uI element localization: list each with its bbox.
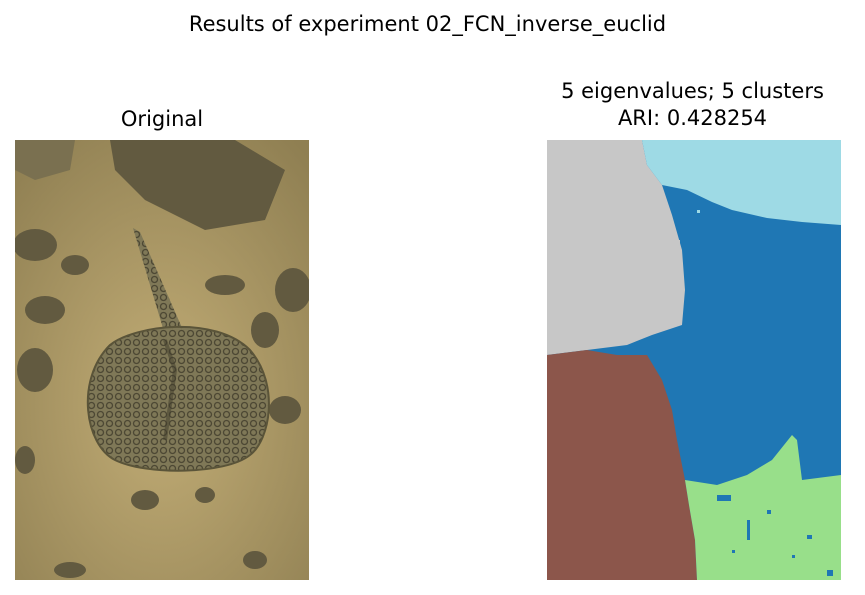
segmentation-panel-title: 5 eigenvalues; 5 clusters ARI: 0.428254 bbox=[520, 78, 865, 132]
cluster-brown-region bbox=[547, 350, 697, 580]
stingray-body bbox=[86, 325, 270, 472]
cluster-green-region bbox=[685, 435, 841, 580]
stingray-tail bbox=[133, 228, 183, 335]
rocks bbox=[15, 140, 309, 578]
original-image bbox=[15, 140, 309, 580]
segmentation-title-line2: ARI: 0.428254 bbox=[617, 106, 768, 130]
cluster-light-blue-region bbox=[642, 140, 841, 225]
cluster-gray-region bbox=[547, 140, 685, 355]
cluster-map bbox=[547, 140, 841, 580]
original-panel-title: Original bbox=[120, 107, 204, 131]
segmentation-image bbox=[547, 140, 841, 580]
segmentation-title-line1: 5 eigenvalues; 5 clusters bbox=[561, 79, 824, 103]
figure-suptitle: Results of experiment 02_FCN_inverse_euc… bbox=[188, 12, 667, 36]
cluster-speckles bbox=[717, 495, 833, 576]
stingray-photo bbox=[15, 140, 309, 580]
